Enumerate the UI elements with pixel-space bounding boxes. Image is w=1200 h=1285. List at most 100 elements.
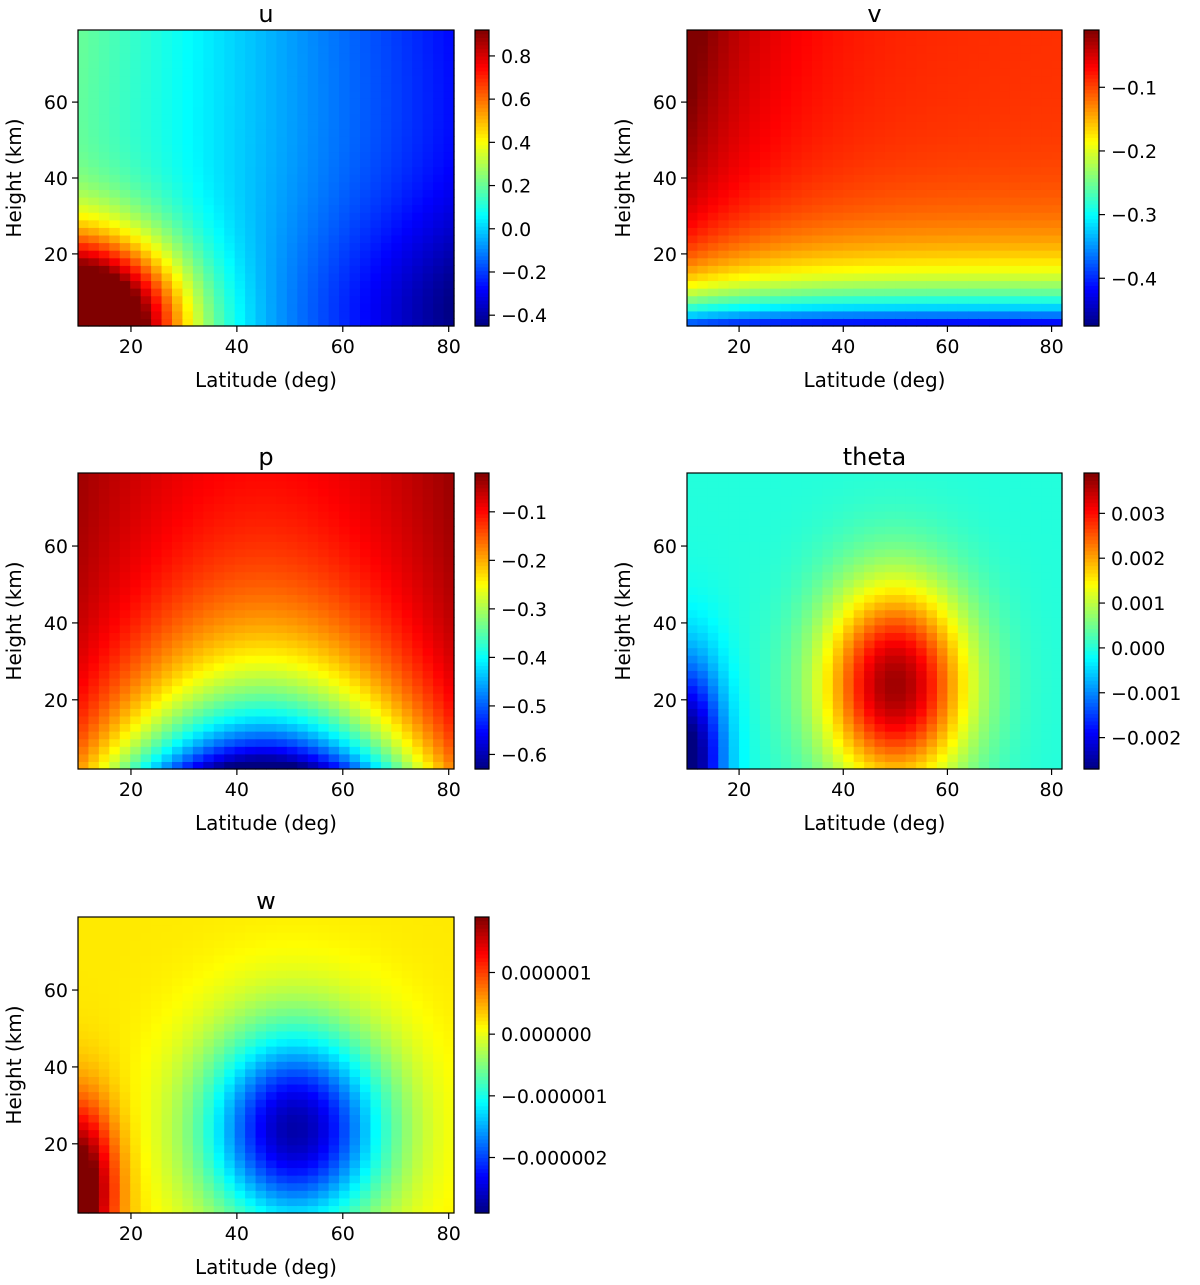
heatmap-cell [360,602,372,611]
heatmap-cell [161,556,173,565]
heatmap-cell [151,548,163,558]
heatmap-cell [234,90,246,99]
heatmap-cell [88,533,100,542]
heatmap-cell [822,272,834,282]
heatmap-cell [339,715,351,725]
heatmap-cell [266,761,278,770]
heatmap-cell [286,677,298,687]
heatmap-cell [182,174,194,183]
heatmap-cell [109,738,121,747]
x-tick-label: 80 [1039,336,1063,358]
heatmap-cell [1041,265,1053,274]
heatmap-cell [853,189,865,198]
heatmap-cell [151,624,163,633]
heatmap-cell [749,639,761,649]
heatmap-cell [203,310,215,320]
heatmap-cell [245,189,257,198]
heatmap-cell [245,318,257,327]
heatmap-cell [224,60,236,69]
heatmap-cell [937,60,949,69]
heatmap-cell [422,250,434,259]
heatmap-cell [213,60,225,69]
heatmap-cell [874,159,886,168]
heatmap-cell [119,518,131,527]
heatmap-cell [864,250,876,259]
heatmap-cell [770,151,782,160]
heatmap-cell [297,136,309,145]
heatmap-cell [697,234,709,244]
heatmap-cell [391,677,403,687]
colorbar-segment [475,535,489,541]
heatmap-cell [853,257,865,266]
heatmap-cell [1041,242,1053,251]
colorbar-tick-label: −0.4 [501,305,547,327]
heatmap-cell [328,310,340,320]
heatmap-cell [234,655,246,664]
heatmap-cell [401,310,413,320]
heatmap-cell [989,212,1001,221]
heatmap-cell [130,151,142,160]
heatmap-cell [318,196,330,206]
heatmap-cell [978,174,990,183]
heatmap-cell [791,98,803,107]
heatmap-cell [728,242,740,251]
colorbar-segment [1084,222,1099,227]
heatmap-cell [339,67,351,77]
colorbar-segment [1084,70,1099,75]
heatmap-cell [130,128,142,137]
heatmap-cell [812,37,824,46]
heatmap-cell [140,564,152,573]
heatmap-cell [245,510,257,520]
heatmap-cell [318,579,330,588]
heatmap-cell [759,219,771,228]
heatmap-cell [759,548,771,558]
heatmap-cell [433,647,445,656]
heatmap-cell [1041,318,1053,327]
heatmap-cell [266,295,278,304]
heatmap-cell [88,541,100,550]
heatmap-cell [968,295,980,304]
heatmap-cell [401,166,413,175]
heatmap-cell [380,303,392,312]
heatmap-cell [119,272,131,282]
heatmap-cell [759,723,771,732]
colorbar-segment [1084,244,1099,249]
heatmap-cell [109,75,121,84]
heatmap-cell [422,272,434,282]
heatmap-cell [822,295,834,304]
heatmap-cell [401,571,413,580]
heatmap-cell [192,212,204,221]
heatmap-cell [109,617,121,626]
heatmap-cell [759,647,771,656]
heatmap-cell [109,67,121,77]
heatmap-cell [88,280,100,289]
heatmap-cell [999,166,1011,175]
heatmap-cell [98,83,110,92]
heatmap-cell [380,37,392,46]
heatmap-cell [707,723,719,732]
heatmap-cell [884,189,896,198]
heatmap-cell [286,303,298,312]
heatmap-cell [192,518,204,527]
heatmap-cell [213,227,225,236]
heatmap-cell [370,272,382,282]
heatmap-cell [224,90,236,99]
heatmap-cell [349,181,361,190]
heatmap-cell [151,746,163,755]
heatmap-cell [780,181,792,190]
heatmap-cell [360,265,372,274]
heatmap-cell [1030,105,1042,115]
heatmap-cell [182,655,194,664]
heatmap-cell [78,143,90,153]
heatmap-cell [1009,318,1021,327]
heatmap-cell [370,90,382,99]
heatmap-cell [360,753,372,763]
heatmap-cell [759,526,771,535]
colorbar-segment [475,606,489,611]
heatmap-cell [916,295,928,304]
heatmap-cell [853,280,865,289]
heatmap-cell [1009,60,1021,69]
heatmap-cell [234,295,246,304]
heatmap-cell [370,594,382,603]
heatmap-cell [401,473,413,482]
